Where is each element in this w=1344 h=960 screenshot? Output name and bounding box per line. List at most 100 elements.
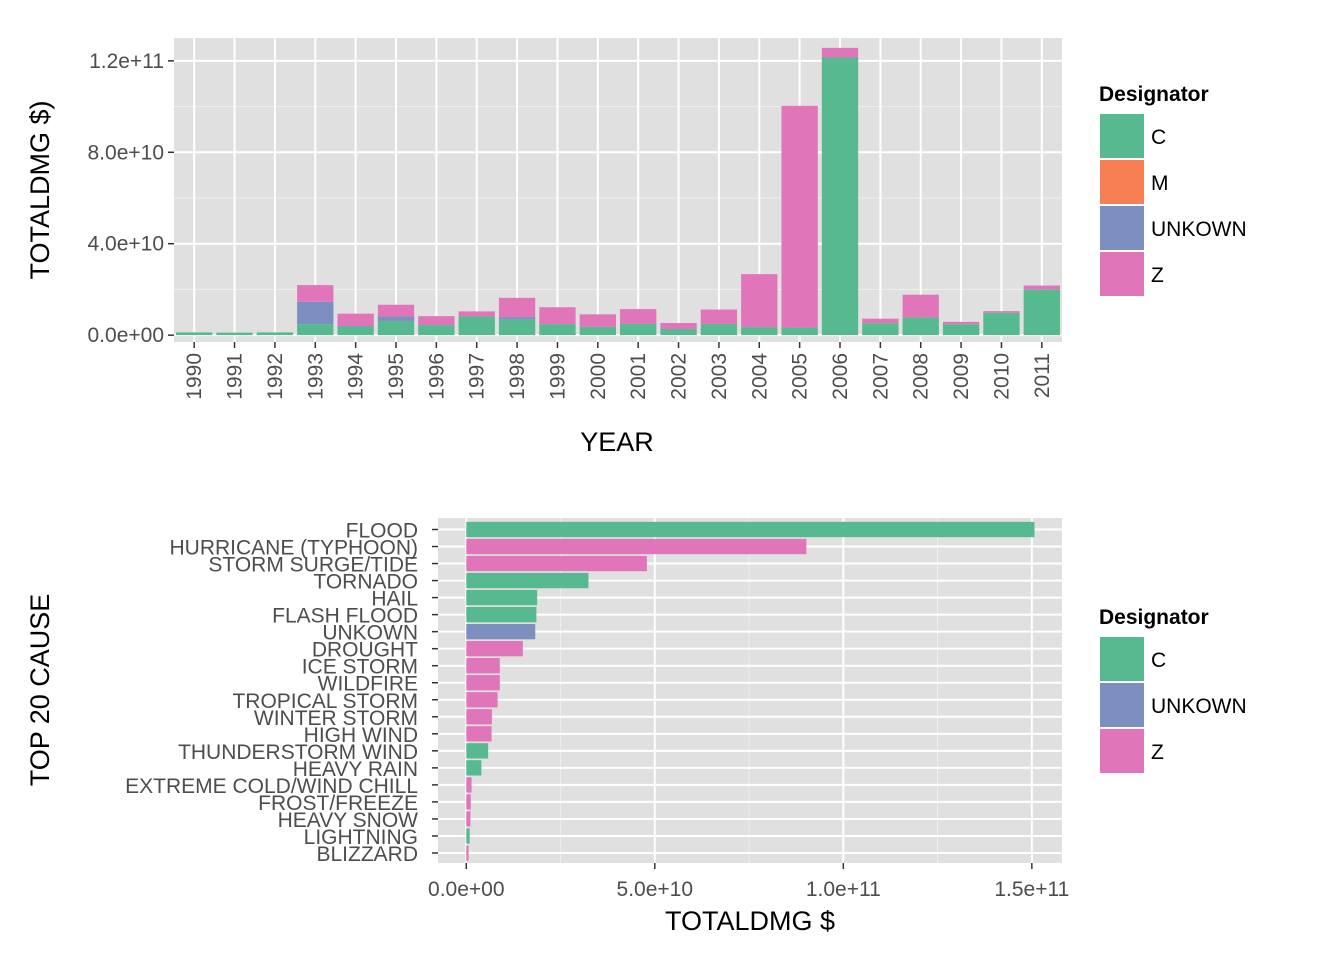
cause-label: HURRICANE (TYPHOON) [169,537,418,560]
top-x-tick-label: 2007 [869,353,892,400]
top-x-tick-label: 2001 [627,353,650,400]
legend-label-M: M [1151,172,1169,195]
bottom-x-tick-label: 1.0e+11 [806,878,881,901]
cause-label: HEAVY RAIN [293,758,418,781]
bottom-x-tick-label: 1.5e+11 [994,878,1069,901]
cause-bar-4 [466,572,589,589]
bar-1995-C [377,320,415,336]
top-x-tick-label: 2008 [910,353,933,400]
top-x-tick-label: 1998 [506,353,529,400]
cause-label: WILDFIRE [318,673,418,696]
cause-bar-1 [466,521,1035,538]
legend-swatch-UNKOWN [1098,204,1146,252]
bar-2007-Z [862,318,899,324]
bar-1995-Z [377,304,415,317]
top-x-tick-label: 1995 [385,353,408,400]
legend-label-C: C [1151,126,1166,149]
cause-bar-8 [466,641,523,657]
top-x-tick-label: 1993 [304,353,327,400]
legend-swatch-Z [1098,727,1146,775]
bar-1990-C [176,332,213,336]
cause-label: ICE STORM [302,656,418,679]
bottom-legend: Designator C UNKOWN Z [1098,606,1247,775]
legend-label-UNKOWN: UNKOWN [1151,695,1247,718]
cause-bar-10 [466,675,500,691]
bar-2004-Z [741,274,778,328]
cause-bar-19 [466,828,470,844]
cause-label: FLASH FLOOD [272,605,418,628]
top-x-tick-label: 2003 [708,353,731,400]
cause-bar-15 [466,760,482,776]
cause-label: HEAVY SNOW [278,809,419,832]
top-y-tick-label: 1.2e+11 [89,50,164,73]
bottom-y-axis-title: TOP 20 CAUSE [25,594,55,787]
bar-1991-C [216,332,253,336]
legend-swatch-C [1098,112,1146,160]
top-y-axis-title: TOTALDMG $) [25,100,55,279]
bar-2002-Z [660,323,697,329]
bar-2011-C [1023,289,1060,336]
top-x-tick-label: 2002 [668,353,691,400]
bar-1996-C [418,325,455,336]
bottom-x-tick-label: 0.0e+00 [428,878,505,901]
cause-label: HIGH WIND [304,724,418,747]
bar-2010-Z [983,311,1020,313]
cause-bar-7 [466,623,536,640]
bar-2001-C [620,323,657,336]
top-x-tick-label: 2011 [1031,353,1054,398]
top-y-tick-label: 0.0e+00 [88,324,165,347]
bottom-x-axis-title: TOTALDMG $ [665,906,835,936]
bar-2007-C [862,323,899,336]
cause-bar-11 [466,692,498,708]
top-x-tick-label: 1992 [264,353,287,400]
cause-label: WINTER STORM [254,707,418,730]
legend-label-UNKOWN: UNKOWN [1151,218,1247,241]
top-x-tick-label: 1997 [466,353,489,400]
legend-label-Z: Z [1151,741,1164,764]
cause-bar-18 [466,811,471,827]
legend-label-Z: Z [1151,264,1164,287]
cause-bar-14 [466,743,489,759]
top-x-tick-label: 2000 [587,353,610,400]
cause-bar-2 [466,538,807,555]
cause-label: THUNDERSTORM WIND [178,741,418,764]
bar-1997-C [458,316,495,336]
bar-2003-Z [700,309,738,324]
bar-2004-C [741,327,778,336]
cause-bar-16 [466,777,472,793]
bar-2011-Z [1023,285,1060,290]
bar-2000-Z [579,314,616,327]
bottom-bars [466,521,1035,861]
cause-label: FLOOD [346,520,418,543]
top-legend-title: Designator [1099,83,1209,106]
bar-1995-UNKOWN [377,316,415,321]
cause-label: UNKOWN [322,622,418,645]
bar-2008-C [902,317,939,336]
top-y-tick-label: 4.0e+10 [88,233,165,256]
cause-label: TROPICAL STORM [232,690,418,713]
bar-2000-C [579,326,616,336]
bottom-legend-title: Designator [1099,606,1209,629]
bar-1993-C [297,324,334,336]
top-y-tick-label: 8.0e+10 [88,141,165,164]
yearly-damage-chart: 0.0e+004.0e+108.0e+101.2e+11 1990 1991 199… [25,38,1247,457]
legend-swatch-M [1098,158,1146,206]
bar-2009-C [942,324,980,336]
top-x-tick-label: 1990 [183,353,206,400]
bar-2001-Z [620,309,657,324]
bar-2010-C [983,312,1020,336]
top-bars [176,47,1060,336]
bar-2006-C [821,57,859,336]
bar-1998-UNKOWN [498,317,536,320]
top-x-tick-label: 2006 [829,353,852,400]
bar-1999-Z [539,307,576,325]
cause-label: HAIL [371,588,418,611]
bar-1993-UNKOWN [297,301,334,325]
bar-1992-C [256,332,294,336]
bar-2002-C [660,328,697,336]
bottom-x-ticks: 0.0e+00 5.0e+10 1.0e+11 1.5e+11 [428,863,1069,901]
legend-swatch-UNKOWN [1098,681,1146,729]
bar-2008-Z [902,294,939,318]
